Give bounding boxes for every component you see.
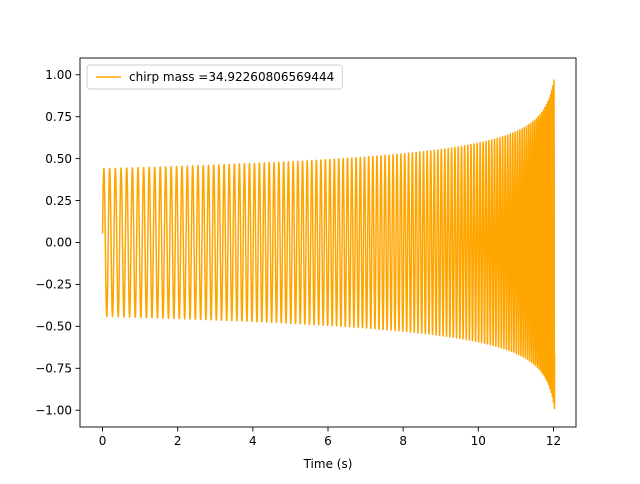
x-axis-label: Time (s) <box>303 457 353 471</box>
x-tick-label-4: 8 <box>399 434 407 448</box>
legend-label-0: chirp mass =34.92260806569444 <box>129 70 334 84</box>
axes-layer: 0 2 4 6 8 10 12 −1.00 −0.75 −0.50 −0.25 0.00 0.25 0.5… <box>35 57 577 471</box>
x-tick-label-6: 12 <box>546 434 561 448</box>
legend: chirp mass =34.92260806569444 <box>86 64 343 90</box>
y-tick-label-0: −1.00 <box>35 403 72 417</box>
x-tick-label-3: 6 <box>324 434 332 448</box>
y-tick-label-5: 0.25 <box>45 194 72 208</box>
y-tick-label-4: 0.00 <box>45 236 72 250</box>
y-tick-label-2: −0.50 <box>35 320 72 334</box>
series-line-0 <box>101 79 556 410</box>
x-tick-label-5: 10 <box>471 434 486 448</box>
x-tick-label-1: 2 <box>174 434 182 448</box>
x-tick-label-2: 4 <box>249 434 257 448</box>
x-tick-label-0: 0 <box>99 434 107 448</box>
plot-layer <box>101 79 556 410</box>
y-tick-label-8: 1.00 <box>45 68 72 82</box>
legend-box <box>86 64 343 90</box>
y-tick-label-3: −0.25 <box>35 278 72 292</box>
y-tick-label-7: 0.75 <box>45 110 72 124</box>
y-tick-label-1: −0.75 <box>35 361 72 375</box>
y-tick-label-6: 0.50 <box>45 152 72 166</box>
